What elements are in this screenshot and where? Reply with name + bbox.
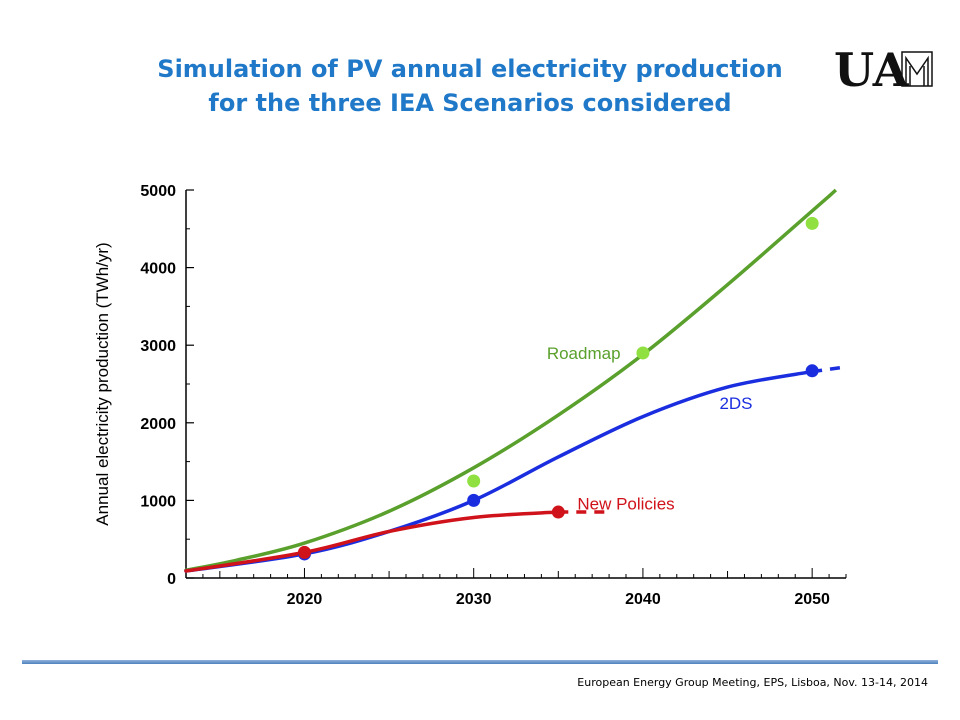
series-line-2ds: [184, 369, 814, 573]
series-label-roadmap: Roadmap: [547, 344, 621, 363]
y-tick-label: 2000: [140, 416, 176, 433]
y-tick-label: 5000: [140, 183, 176, 200]
series-label-new-policies: New Policies: [577, 495, 674, 514]
series-dashed-tail-roadmap: [827, 188, 838, 198]
x-tick-label: 2030: [456, 591, 492, 608]
series-label-2ds: 2DS: [719, 394, 752, 413]
data-point-new-policies: [551, 505, 565, 519]
series-line-roadmap: [184, 194, 831, 572]
y-axis-label: Annual electricity production (TWh/yr): [93, 242, 112, 525]
y-tick-label: 1000: [140, 493, 176, 510]
data-point-2ds: [805, 364, 819, 378]
pv-production-chart: 0 1000 2000 3000 4000 5000 2020 2030 2040 2050 Ann…: [93, 183, 847, 608]
slide-title: Simulation of PV annual electricity prod…: [80, 52, 860, 120]
footer-divider: [22, 660, 938, 664]
title-line-2: for the three IEA Scenarios considered: [208, 89, 732, 117]
y-tick-label: 4000: [140, 261, 176, 278]
data-point-new-policies: [297, 545, 311, 559]
title-line-1: Simulation of PV annual electricity prod…: [157, 55, 783, 83]
uam-logo: UA: [834, 44, 933, 92]
logo-m-icon: [901, 51, 933, 87]
footer-text: European Energy Group Meeting, EPS, Lisb…: [577, 676, 928, 689]
data-point-roadmap: [467, 474, 481, 488]
x-tick-label: 2040: [625, 591, 661, 608]
data-point-2ds: [467, 493, 481, 507]
series-line-new-policies: [184, 510, 561, 573]
data-point-roadmap: [805, 216, 819, 230]
y-tick-label: 0: [167, 571, 176, 588]
logo-letters-ua: UA: [834, 44, 910, 92]
y-tick-label: 3000: [140, 338, 176, 355]
x-tick-label: 2020: [287, 591, 323, 608]
x-tick-label: 2050: [794, 591, 830, 608]
data-point-roadmap: [636, 346, 650, 360]
